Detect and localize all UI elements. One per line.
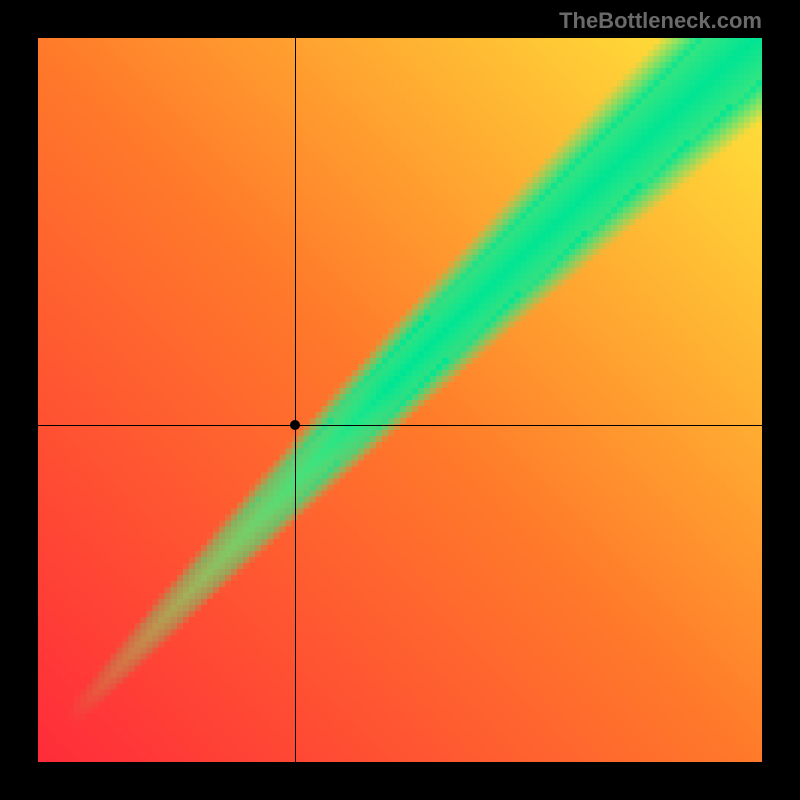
crosshair-vertical: [295, 38, 296, 762]
crosshair-horizontal: [38, 425, 762, 426]
watermark-text: TheBottleneck.com: [559, 8, 762, 34]
chart-container: TheBottleneck.com: [0, 0, 800, 800]
data-point-marker: [290, 420, 300, 430]
heatmap-canvas: [38, 38, 762, 762]
